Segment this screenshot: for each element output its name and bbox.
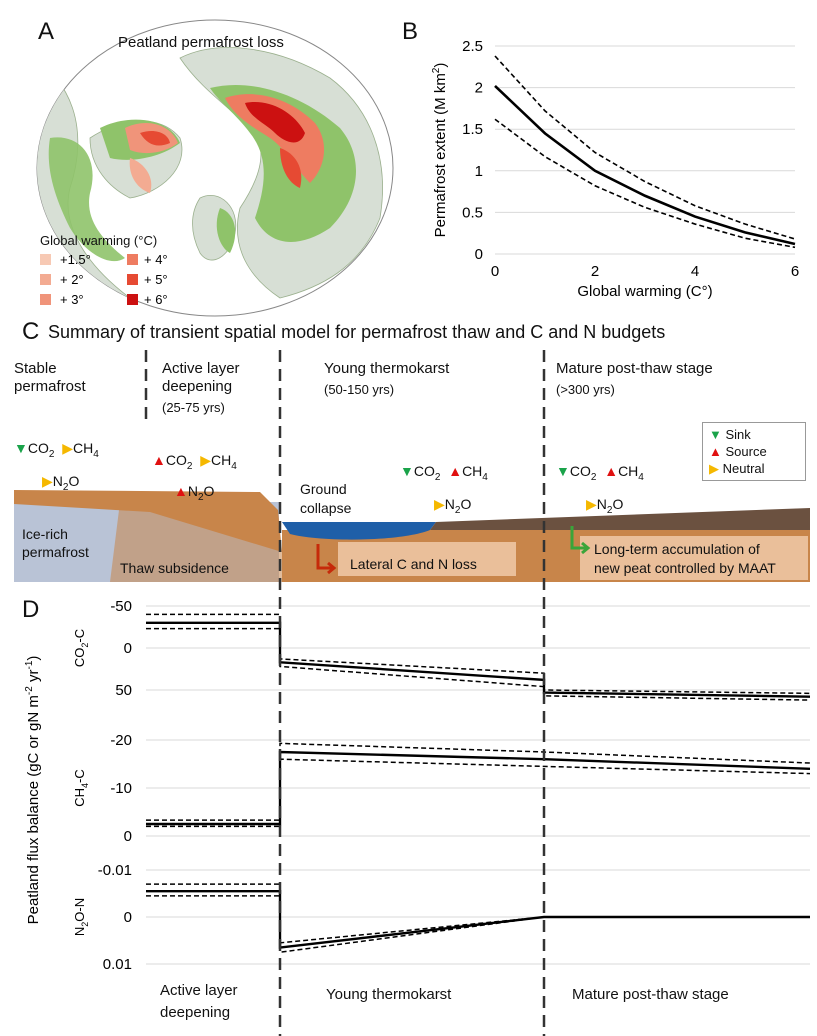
panel-a-letter: A <box>38 18 55 45</box>
legend-source: ▲ Source <box>709 444 767 459</box>
x-tick-label: 4 <box>691 263 699 280</box>
legend-sink: ▼ Sink <box>709 427 751 442</box>
y-tick-label: 0 <box>124 828 132 845</box>
x-tick-label: 6 <box>791 263 799 280</box>
series-line-mean <box>494 84 796 246</box>
neutral-icon: ▶ <box>200 452 211 468</box>
legend-label-5: + 5° <box>144 272 168 287</box>
legend-swatch-4 <box>127 254 138 265</box>
sink-icon: ▼ <box>400 463 414 479</box>
legend-label-3: + 3° <box>60 292 84 307</box>
legend-label-6: + 6° <box>144 292 168 307</box>
stable-fluxes: ▼CO2 ▶CH4 ▶N2O <box>14 440 99 493</box>
y-tick-label: -20 <box>110 732 132 749</box>
neutral-icon: ▶ <box>586 495 597 512</box>
stage-stable-title: Stable permafrost <box>14 360 86 395</box>
active-fluxes: ▲CO2 ▶CH4 ▲N2O <box>152 452 237 503</box>
arctic-map: Peatland permafrost loss Global warming … <box>36 19 394 317</box>
sink-icon: ▼ <box>556 463 570 479</box>
source-icon: ▲ <box>448 463 463 479</box>
flux-line-upper <box>146 613 811 695</box>
mature-fluxes: ▼CO2 ▲CH4 ▶N2O <box>556 463 644 516</box>
legend-title: Global warming (°C) <box>40 233 157 248</box>
y-tick-label: 0 <box>124 640 132 657</box>
ice-rich-label: Ice-rich permafrost <box>22 526 89 560</box>
flux-line-lower <box>146 627 811 701</box>
stage-dividers <box>144 350 546 1036</box>
stage-active-sub: (25-75 yrs) <box>162 400 225 415</box>
y-tick-label: 1.5 <box>462 121 483 138</box>
sub-y-axis-label: N2O-N <box>72 898 90 936</box>
x-label-active: Active layer deepening <box>160 982 238 1021</box>
neutral-icon: ▶ <box>709 461 719 476</box>
warming-legend: +1.5° + 4° + 2° + 5° + 3° + 6° <box>40 252 168 307</box>
y-tick-label: 50 <box>115 682 132 699</box>
y-tick-label: 0.5 <box>462 204 483 221</box>
source-icon: ▲ <box>174 482 188 499</box>
flux-y-axis-label: Peatland flux balance (gC or gN m-2 yr-1… <box>24 656 42 925</box>
x-tick-label: 2 <box>591 263 599 280</box>
stage-active-title: Active layer deepening <box>162 360 240 395</box>
x-label-mature: Mature post-thaw stage <box>572 986 729 1003</box>
permafrost-extent-chart: 0 0.5 1 1.5 2 2.5 0 2 4 6 Global warming (C°) Perma… <box>431 38 799 300</box>
y-tick-label: 0 <box>475 246 483 263</box>
panel-d-letter: D <box>22 596 40 623</box>
legend-swatch-2 <box>40 274 51 285</box>
lateral-loss-label: Lateral C and N loss <box>350 556 477 572</box>
legend-label-4: + 4° <box>144 252 168 267</box>
neutral-icon: ▶ <box>434 495 445 512</box>
sub-y-axis-label: CH4-C <box>72 769 90 807</box>
legend-neutral: ▶ Neutral <box>709 461 765 476</box>
panel-c-letter: C <box>22 318 40 345</box>
series-line-bound <box>494 55 796 240</box>
source-icon: ▲ <box>152 452 166 468</box>
flux-line-mean <box>146 621 811 698</box>
x-label-young: Young thermokarst <box>326 986 452 1003</box>
neutral-icon: ▶ <box>62 440 73 456</box>
legend-swatch-1-5 <box>40 254 51 265</box>
y-tick-label: -50 <box>110 598 132 615</box>
stage-mature-title: Mature post-thaw stage <box>556 360 713 377</box>
y-tick-label: 2.5 <box>462 38 483 55</box>
long-term-label: Long-term accumulation of new peat contr… <box>594 541 776 576</box>
legend-swatch-3 <box>40 294 51 305</box>
source-icon: ▲ <box>709 444 722 459</box>
legend-swatch-5 <box>127 274 138 285</box>
young-fluxes: ▼CO2 ▲CH4 ▶N2O <box>400 463 488 516</box>
y-axis-label: Permafrost extent (M km2) <box>431 63 449 238</box>
legend-label-2: + 2° <box>60 272 84 287</box>
stage-mature-sub: (>300 yrs) <box>556 382 615 397</box>
neutral-icon: ▶ <box>42 472 53 489</box>
sink-icon: ▼ <box>709 427 722 442</box>
landscape-cross-section <box>14 490 810 582</box>
y-tick-label: 2 <box>475 80 483 97</box>
y-tick-label: -0.01 <box>98 862 132 879</box>
legend-label-1-5: +1.5° <box>60 252 91 267</box>
x-tick-label: 0 <box>491 263 499 280</box>
x-axis-label: Global warming (C°) <box>577 283 712 300</box>
y-tick-label: -10 <box>110 780 132 797</box>
y-tick-label: 0.01 <box>103 956 132 973</box>
ground-collapse-label: Ground collapse <box>300 481 352 516</box>
sub-y-axis-label: CO2-C <box>72 629 90 667</box>
series-line-bound <box>494 118 796 249</box>
stage-young-title: Young thermokarst <box>324 360 450 377</box>
y-tick-label: 0 <box>124 909 132 926</box>
panel-c-title: Summary of transient spatial model for p… <box>48 322 666 342</box>
y-tick-label: 1 <box>475 163 483 180</box>
flux-line-upper <box>146 742 811 821</box>
flux-legend: ▼ Sink ▲ Source ▶ Neutral <box>702 422 806 481</box>
panel-a-title: Peatland permafrost loss <box>118 34 284 51</box>
thaw-subsidence-label: Thaw subsidence <box>120 560 229 576</box>
sink-icon: ▼ <box>14 440 28 456</box>
legend-swatch-6 <box>127 294 138 305</box>
panel-b-letter: B <box>402 18 419 45</box>
stage-young-sub: (50-150 yrs) <box>324 382 395 397</box>
source-icon: ▲ <box>604 463 619 479</box>
